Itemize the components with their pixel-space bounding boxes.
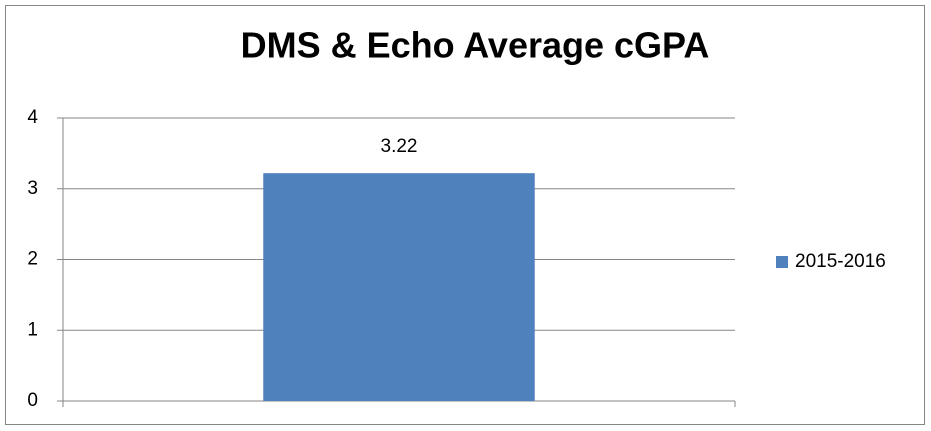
y-tick-label: 4 — [27, 107, 38, 128]
legend-swatch — [776, 256, 788, 268]
chart-title: DMS & Echo Average cGPA — [241, 25, 710, 66]
bar — [263, 173, 535, 401]
y-tick-label: 2 — [27, 249, 38, 270]
y-tick-label: 3 — [27, 178, 38, 199]
legend-label: 2015-2016 — [795, 251, 886, 272]
y-tick-label: 0 — [27, 390, 38, 411]
y-tick-label: 1 — [27, 319, 38, 340]
data-label: 3.22 — [381, 136, 418, 157]
